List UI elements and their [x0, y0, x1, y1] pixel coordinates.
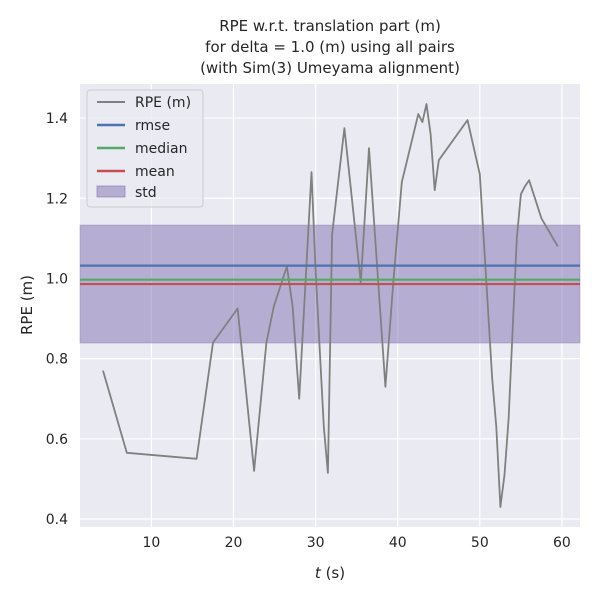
y-tick-label: 1.2 — [46, 191, 68, 207]
legend-label-rpe: RPE (m) — [135, 95, 191, 111]
rpe-series-line — [102, 103, 559, 508]
y-tick-label: 1.0 — [46, 271, 68, 287]
legend: RPE (m) rmse median mean std — [86, 89, 204, 208]
legend-label-rmse: rmse — [135, 118, 170, 134]
y-tick-label: 1.4 — [46, 111, 68, 127]
x-tick-label: 40 — [389, 535, 407, 551]
x-axis-label-variable: t — [315, 564, 322, 582]
chart-title-line-1: RPE w.r.t. translation part (m) — [219, 17, 441, 35]
legend-label-std: std — [135, 185, 157, 201]
chart-title-line-3: (with Sim(3) Umeyama alignment) — [200, 59, 460, 77]
x-axis-label: t (s) — [315, 564, 345, 582]
x-axis-label-unit: (s) — [321, 564, 345, 582]
legend-label-median: median — [135, 141, 187, 157]
x-tick-label: 60 — [553, 535, 571, 551]
y-tick-label: 0.4 — [46, 512, 68, 528]
y-tick-label: 0.6 — [46, 432, 68, 448]
tick-labels: 10 20 30 40 50 60 0.4 0.6 0.8 1.0 1.2 1.4 — [46, 111, 571, 551]
chart-title-line-2: for delta = 1.0 (m) using all pairs — [205, 38, 455, 56]
y-axis-label: RPE (m) — [18, 275, 36, 335]
plot-layer — [79, 103, 581, 508]
legend-box — [86, 89, 204, 208]
legend-label-mean: mean — [135, 164, 175, 180]
x-tick-label: 50 — [471, 535, 489, 551]
x-tick-label: 20 — [225, 535, 243, 551]
x-tick-label: 10 — [143, 535, 161, 551]
x-tick-label: 30 — [307, 535, 325, 551]
legend-swatch-std — [96, 185, 126, 198]
y-tick-label: 0.8 — [46, 352, 68, 368]
